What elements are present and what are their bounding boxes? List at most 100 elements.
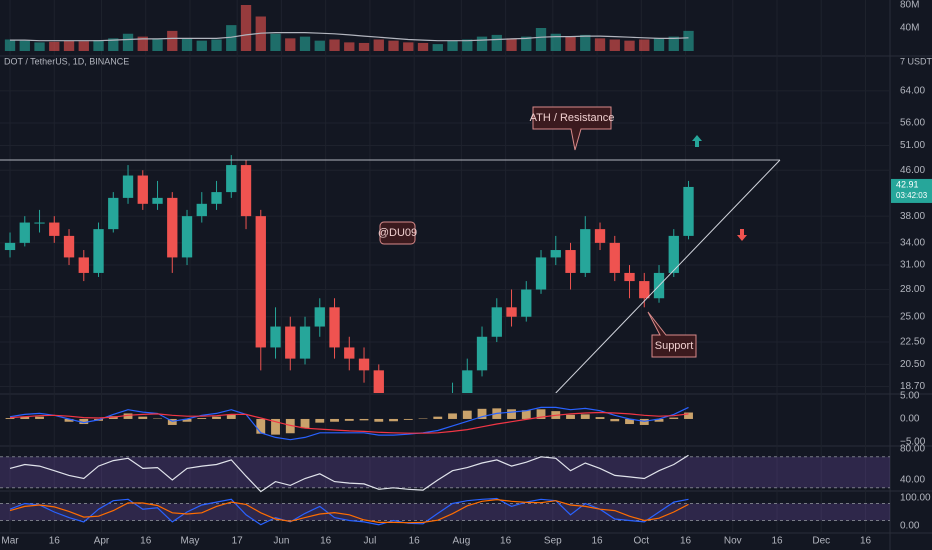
volume-bar <box>594 38 606 51</box>
candle-body <box>285 326 296 359</box>
support-callout: Support <box>647 311 697 358</box>
histogram-bar <box>462 410 472 419</box>
volume-bar <box>491 34 502 51</box>
histogram-bar <box>20 416 30 419</box>
x-tick-label: Oct <box>634 536 650 547</box>
indicator-line <box>9 497 689 526</box>
candle-body <box>668 235 679 273</box>
volume-bar <box>535 28 547 51</box>
candle-body <box>196 203 207 217</box>
x-tick-label: Jul <box>364 536 377 547</box>
histogram-bar <box>684 412 693 419</box>
down-arrow <box>737 229 747 241</box>
histogram-bar <box>477 408 487 419</box>
y-tick-label: 28.00 <box>900 284 925 295</box>
x-tick-label: Dec <box>812 536 830 547</box>
indicator-line <box>9 411 689 434</box>
x-tick-label: 17 <box>232 536 244 547</box>
x-tick-label: 16 <box>592 536 604 547</box>
candle-body <box>506 307 517 317</box>
x-tick-label: Apr <box>94 536 110 547</box>
candle-body <box>167 197 178 258</box>
y-tick-label: −5.00 <box>900 437 926 448</box>
candle-body <box>344 347 355 359</box>
y-tick-label: 18.70 <box>900 381 925 392</box>
y-tick-label: 22.50 <box>900 337 925 348</box>
histogram-bar <box>64 418 74 422</box>
y-tick-label: 56.00 <box>900 118 925 129</box>
candle-body <box>462 370 473 393</box>
volume-bar <box>181 38 193 51</box>
volume-bar <box>388 40 399 51</box>
volume-bar <box>78 41 89 51</box>
x-tick-label: Jun <box>273 536 289 547</box>
histogram-bar <box>226 414 236 419</box>
x-tick-label: 16 <box>771 536 783 547</box>
y-tick-label: 0.00 <box>900 521 920 532</box>
histogram-bar <box>212 416 221 419</box>
candle-body <box>152 197 163 204</box>
indicator-line <box>10 32 689 42</box>
volume-bar <box>329 39 340 51</box>
x-tick-label: 16 <box>49 536 61 547</box>
candle-body <box>49 222 60 236</box>
candle-body <box>137 175 148 204</box>
volume-bar <box>668 36 679 51</box>
volume-bar <box>506 38 517 51</box>
candle-body <box>78 257 89 273</box>
x-tick-label: Mar <box>1 536 19 547</box>
candle-body <box>255 216 266 348</box>
histogram-bar <box>669 417 679 419</box>
histogram-bar <box>536 409 546 419</box>
x-tick-label: 16 <box>409 536 421 547</box>
histogram-bar <box>507 409 516 419</box>
volume-bar <box>34 42 45 51</box>
candle-body <box>521 289 532 317</box>
y-tick-label: 20.50 <box>900 359 925 370</box>
volume-bar <box>93 40 104 51</box>
volume-bar <box>167 30 178 51</box>
histogram-bar <box>285 418 295 434</box>
histogram-bar <box>403 418 413 420</box>
volume-bar <box>447 40 458 51</box>
candle-body <box>63 235 75 258</box>
volume-bar <box>521 36 532 51</box>
annotation-text: ATH / Resistance <box>530 112 615 124</box>
candle-body <box>226 165 237 193</box>
symbol-label: DOT / TetherUS, 1D, BINANCE <box>4 56 129 66</box>
indicator-line <box>9 454 689 493</box>
candle-body <box>358 358 370 371</box>
volume-bar <box>358 42 370 51</box>
candle-body <box>181 216 193 258</box>
y-tick-label: 100.00 <box>900 493 931 504</box>
x-tick-label: 16 <box>860 536 872 547</box>
histogram-bar <box>182 418 192 422</box>
histogram-bar <box>448 413 457 419</box>
candle-body <box>491 307 502 337</box>
histogram-bar <box>433 416 443 419</box>
volume-bar <box>285 38 296 51</box>
candle-body <box>122 175 134 198</box>
volume-bar <box>344 42 355 51</box>
y-tick-label: 80.00 <box>900 444 925 455</box>
volume-bar <box>63 40 75 51</box>
last-price-box <box>891 178 932 203</box>
histogram-bar <box>197 418 207 419</box>
volume-bar <box>609 39 620 51</box>
volume-bar <box>19 40 30 51</box>
histogram-bar <box>123 413 133 419</box>
histogram-bar <box>654 418 664 422</box>
candle-body <box>299 326 311 359</box>
volume-bar <box>476 36 488 51</box>
x-tick-label: May <box>181 536 200 547</box>
histogram-bar <box>5 418 15 419</box>
annotation-text: Support <box>655 340 694 352</box>
x-tick-label: 16 <box>320 536 332 547</box>
histogram-bar <box>300 418 310 429</box>
x-tick-label: 16 <box>140 536 152 547</box>
annotation-text: @DU09 <box>378 227 417 239</box>
candle-body <box>683 186 694 236</box>
volume-bar <box>565 36 576 51</box>
y-tick-label: 40M <box>900 23 919 34</box>
